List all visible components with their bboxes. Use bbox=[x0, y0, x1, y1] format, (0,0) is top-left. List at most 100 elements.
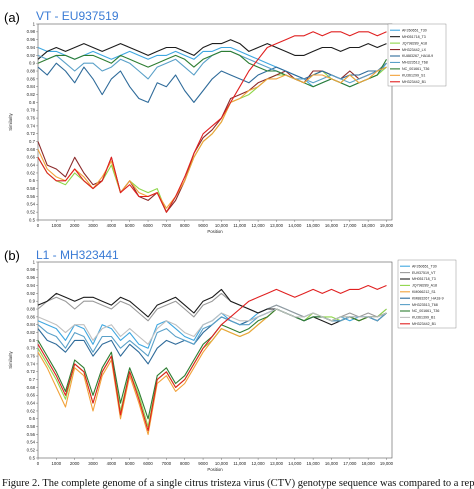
x-tick-label: 1000 bbox=[52, 223, 62, 228]
legend: AF260651_T30 EU937519_VT MH051718_T3 JQ7982… bbox=[397, 259, 457, 329]
x-tick-label: 19,000 bbox=[380, 223, 394, 228]
y-tick-label: 0.5 bbox=[29, 217, 36, 222]
x-tick-label: 0 bbox=[37, 223, 40, 228]
legend-label: MH323442_B1 bbox=[402, 80, 426, 84]
legend-label: JQ798289_A18 bbox=[412, 284, 437, 288]
x-tick-label: 18,000 bbox=[362, 461, 376, 466]
y-tick-label: 0.7 bbox=[29, 139, 36, 144]
x-tick-label: 12,000 bbox=[252, 223, 266, 228]
y-tick-label: 0.78 bbox=[27, 346, 36, 351]
y-tick-label: 0.82 bbox=[27, 92, 36, 97]
x-tick-label: 17,000 bbox=[343, 461, 357, 466]
y-tick-label: 1 bbox=[33, 21, 36, 26]
y-axis-label: Similarity bbox=[8, 112, 13, 130]
legend-label: JQ798289_A18 bbox=[402, 41, 427, 45]
x-tick-label: 7000 bbox=[162, 461, 172, 466]
series-line-MH323442_B1 bbox=[37, 284, 387, 432]
y-tick-label: 0.86 bbox=[27, 314, 36, 319]
x-tick-label: 13,000 bbox=[270, 223, 284, 228]
y-tick-label: 0.94 bbox=[27, 283, 36, 288]
legend-label: MH051718_T3 bbox=[412, 277, 436, 281]
panel-title: L1 - MH323441 bbox=[36, 248, 119, 262]
x-tick-label: 3000 bbox=[88, 223, 98, 228]
y-tick-label: 0.62 bbox=[27, 170, 36, 175]
y-tick-label: 0.7 bbox=[29, 377, 36, 382]
legend-label: AF260651_T30 bbox=[402, 28, 427, 32]
x-tick-label: 10,000 bbox=[215, 223, 229, 228]
legend-box bbox=[397, 259, 457, 329]
y-tick-label: 0.98 bbox=[27, 267, 36, 272]
y-tick-label: 0.68 bbox=[27, 147, 36, 152]
legend-label: NC_001661_T36 bbox=[402, 67, 429, 71]
series-line-KU361399_B1 bbox=[37, 308, 387, 345]
series-line-KU361299_S1 bbox=[37, 66, 387, 209]
x-tick-label: 8000 bbox=[180, 461, 190, 466]
y-tick-label: 0.56 bbox=[27, 432, 36, 437]
y-tick-label: 0.66 bbox=[27, 155, 36, 160]
chart-panel-a: (a) VT - EU937519 0.5 0.52 0.54 0.56 0.58 0.6 0.… bbox=[4, 9, 447, 234]
y-tick-label: 0.96 bbox=[27, 37, 36, 42]
y-tick-label: 0.54 bbox=[27, 202, 36, 207]
y-tick-label: 0.84 bbox=[27, 84, 36, 89]
y-tick-label: 0.52 bbox=[27, 210, 36, 215]
y-tick-label: 0.92 bbox=[27, 53, 36, 58]
x-tick-label: 17,000 bbox=[343, 223, 357, 228]
x-tick-label: 4000 bbox=[107, 461, 117, 466]
legend-label: MH323513_T68 bbox=[402, 61, 428, 65]
y-tick-label: 0.88 bbox=[27, 68, 36, 73]
y-tick-label: 0.68 bbox=[27, 385, 36, 390]
x-tick-label: 14,000 bbox=[288, 223, 302, 228]
series-line-KU883267_HA18-9 bbox=[37, 62, 387, 103]
x-tick-label: 11,000 bbox=[233, 461, 246, 466]
x-tick-label: 9000 bbox=[198, 223, 208, 228]
series-line-MH323442_B1 bbox=[37, 31, 387, 213]
y-tick-label: 0.72 bbox=[27, 369, 36, 374]
x-tick-label: 7000 bbox=[162, 223, 172, 228]
x-tick-label: 11,000 bbox=[233, 223, 246, 228]
legend-label: KM066212_S1 bbox=[412, 290, 436, 294]
y-tick-label: 0.82 bbox=[27, 330, 36, 335]
y-tick-label: 0.64 bbox=[27, 163, 36, 168]
legend-label: KU883267_HA18-9 bbox=[402, 54, 433, 58]
x-tick-label: 16,000 bbox=[325, 223, 339, 228]
y-tick-label: 0.58 bbox=[27, 186, 36, 191]
x-tick-label: 3000 bbox=[88, 461, 98, 466]
series-line-MH051718_T3 bbox=[37, 39, 387, 60]
x-tick-label: 19,000 bbox=[380, 461, 394, 466]
legend-label: MH051718_T3 bbox=[402, 35, 426, 39]
plot-area bbox=[37, 23, 393, 221]
y-tick-label: 0.9 bbox=[29, 61, 36, 66]
x-tick-label: 5000 bbox=[125, 461, 135, 466]
x-tick-label: 15,000 bbox=[307, 461, 321, 466]
y-tick-label: 0.84 bbox=[27, 322, 36, 327]
x-tick-label: 12,000 bbox=[252, 461, 266, 466]
y-tick-label: 0.92 bbox=[27, 291, 36, 296]
y-tick-label: 0.78 bbox=[27, 108, 36, 113]
legend-label: MH323513_T68 bbox=[412, 303, 438, 307]
y-tick-label: 0.9 bbox=[29, 299, 36, 304]
y-tick-label: 0.76 bbox=[27, 353, 36, 358]
x-tick-label: 14,000 bbox=[288, 461, 302, 466]
x-tick-label: 18,000 bbox=[362, 223, 376, 228]
y-tick-label: 0.76 bbox=[27, 115, 36, 120]
legend-label: EU937519_VT bbox=[412, 271, 436, 275]
legend-label: NC_001661_T36 bbox=[412, 309, 439, 313]
y-tick-label: 0.88 bbox=[27, 306, 36, 311]
x-tick-label: 15,000 bbox=[307, 223, 321, 228]
legend-label: KU361299_S1 bbox=[402, 74, 425, 78]
panel-letter: (a) bbox=[4, 10, 20, 25]
y-tick-label: 0.8 bbox=[29, 100, 36, 105]
y-tick-label: 0.8 bbox=[29, 338, 36, 343]
y-tick-label: 0.58 bbox=[27, 424, 36, 429]
x-tick-label: 4000 bbox=[107, 223, 117, 228]
x-tick-label: 16,000 bbox=[325, 461, 339, 466]
y-tick-label: 0.54 bbox=[27, 440, 36, 445]
x-axis-label: Position bbox=[207, 467, 223, 472]
figure-caption: Figure 2. The complete genome of a singl… bbox=[2, 478, 474, 489]
y-tick-label: 1 bbox=[33, 259, 36, 264]
y-tick-label: 0.52 bbox=[27, 448, 36, 453]
y-tick-label: 0.74 bbox=[27, 123, 36, 128]
y-tick-label: 0.62 bbox=[27, 408, 36, 413]
y-tick-label: 0.56 bbox=[27, 194, 36, 199]
y-tick-label: 0.74 bbox=[27, 361, 36, 366]
